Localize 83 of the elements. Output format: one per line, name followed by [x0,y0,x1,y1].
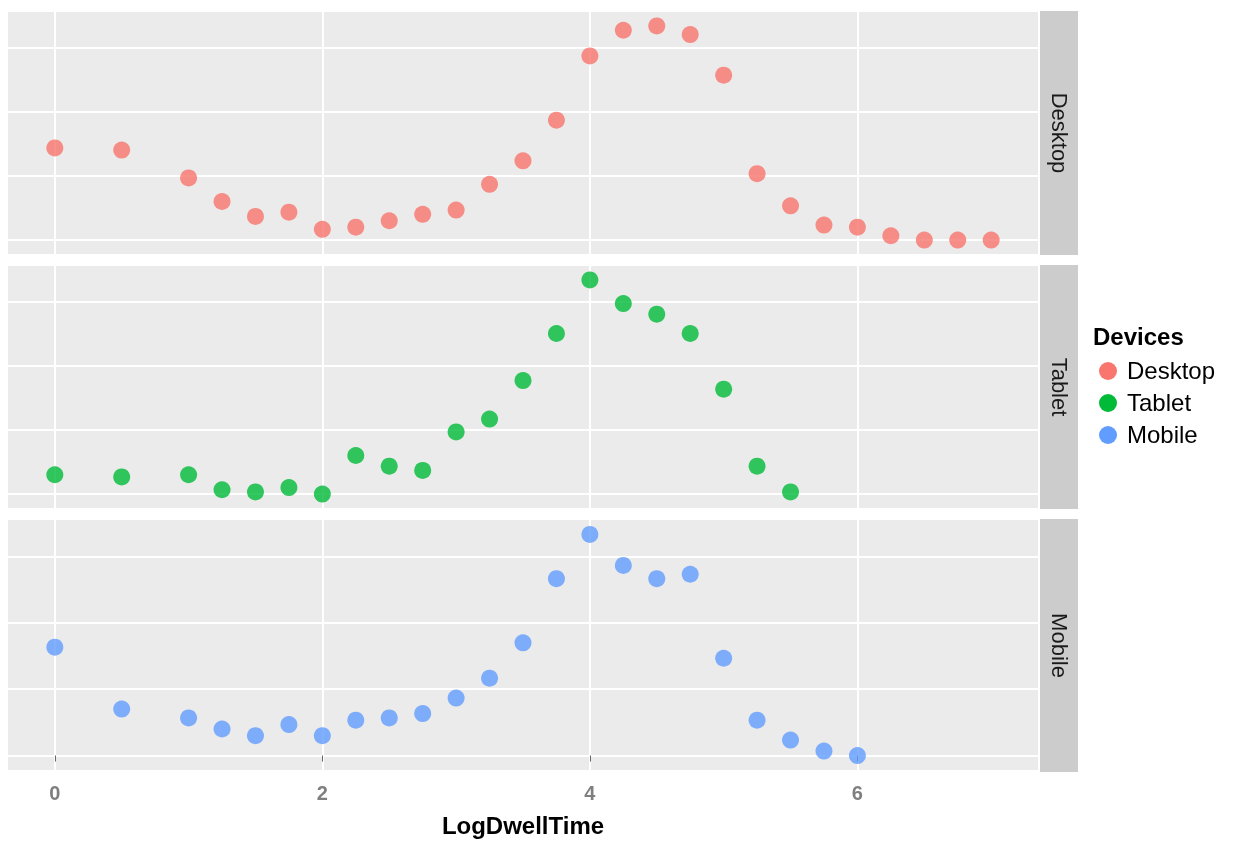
point [481,410,499,428]
point [481,175,499,193]
point [648,17,666,35]
x-tick-label: 4 [584,782,597,804]
point [648,305,666,323]
point [715,66,733,84]
point [514,634,532,652]
x-tick-label: 2 [316,782,328,804]
point [280,479,298,497]
point [180,466,198,484]
point [547,325,565,342]
point [581,271,599,289]
point [113,700,131,718]
point [414,461,432,479]
point [380,457,398,475]
point [915,231,933,249]
legend-label: Desktop [1127,357,1216,385]
point [447,423,465,441]
point [380,709,398,727]
point [648,570,666,588]
point [447,201,465,219]
point [246,483,264,501]
point [815,216,833,234]
point [113,141,131,159]
point [313,727,331,745]
point [581,47,599,65]
point [581,525,599,543]
point [614,556,632,574]
point [848,218,866,236]
point [414,705,432,723]
point [782,483,800,501]
point [949,231,967,249]
point [614,21,632,39]
point [280,203,298,221]
x-tick-label: 0 [49,782,61,804]
point [514,152,532,170]
point [514,372,532,390]
text: Mobile [1046,613,1072,678]
point [414,205,432,223]
text: Tablet [1046,357,1072,417]
point [982,231,1000,249]
point [715,380,733,398]
point [547,111,565,129]
point [614,295,632,313]
point [748,711,766,729]
point [246,207,264,225]
point [113,468,131,486]
point [681,325,699,342]
point [748,165,766,183]
point [848,747,866,765]
point [347,447,365,464]
point [681,565,699,583]
point [280,716,298,734]
point [46,466,64,484]
point [782,731,800,749]
point [547,570,565,588]
point [681,26,699,44]
point [447,689,465,707]
point [213,193,231,210]
point [213,720,231,738]
x-axis-title: LogDwellTime [441,811,605,839]
legend-label: Mobile [1127,421,1198,449]
point [815,742,833,760]
point [782,197,800,215]
point [180,709,198,727]
point [46,638,64,656]
point [481,669,499,687]
legend-label: Tablet [1127,389,1192,417]
point [715,649,733,667]
point [246,727,264,745]
point [180,169,198,187]
point [313,220,331,238]
point [380,212,398,230]
point [347,218,365,236]
point [748,457,766,475]
point [313,485,331,503]
point [882,227,900,245]
point [46,139,64,157]
point [213,481,231,499]
x-tick-label: 6 [851,782,863,804]
point [347,711,365,729]
text: Desktop [1046,92,1072,174]
legend-title: Devices [1093,323,1185,351]
